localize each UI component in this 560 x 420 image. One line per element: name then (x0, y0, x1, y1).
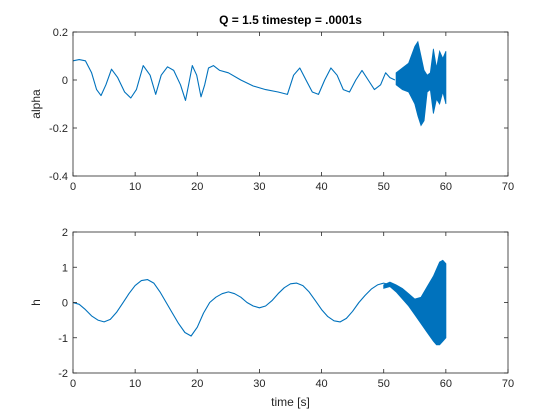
y-tick-label: 1 (62, 262, 68, 274)
y-tick-label: -1 (58, 333, 68, 345)
x-tick-label: 70 (502, 378, 514, 390)
x-tick-label: 60 (440, 181, 452, 193)
x-tick-label: 0 (70, 378, 76, 390)
oscillation-band (395, 40, 447, 127)
y-axis-label: h (29, 299, 43, 306)
y-tick-label: 0 (62, 75, 68, 87)
series-line (73, 279, 409, 337)
x-tick-label: 20 (191, 181, 203, 193)
x-tick-label: 30 (253, 181, 265, 193)
series-line (73, 59, 396, 101)
x-tick-label: 50 (378, 181, 390, 193)
x-tick-label: 10 (129, 378, 141, 390)
plot-area (73, 32, 508, 176)
x-tick-label: 40 (315, 378, 327, 390)
x-tick-label: 50 (378, 378, 390, 390)
alpha-axes: 0 10 20 30 40 50 60 70 -0.4 -0.2 0 0.2 alpha Q = 1.5 … (29, 13, 514, 193)
y-tick-label: 0 (62, 298, 68, 310)
y-tick-label: -0.2 (49, 123, 68, 135)
y-tick-label: -2 (58, 368, 68, 380)
x-tick-label: 40 (315, 181, 327, 193)
x-tick-label: 70 (502, 181, 514, 193)
y-tick-label: 0.2 (53, 27, 68, 39)
x-tick-label: 10 (129, 181, 141, 193)
x-tick-label: 0 (70, 181, 76, 193)
x-axis-label: time [s] (271, 395, 310, 409)
y-tick-label: -0.4 (49, 171, 68, 183)
chart-title: Q = 1.5 timestep = .0001s (219, 13, 362, 27)
y-axis-label: alpha (29, 89, 43, 119)
x-tick-label: 60 (440, 378, 452, 390)
oscillation-band (383, 259, 447, 346)
x-tick-label: 20 (191, 378, 203, 390)
axes-box (72, 31, 509, 177)
x-tick-label: 30 (253, 378, 265, 390)
y-tick-label: 2 (62, 227, 68, 239)
h-axes: 0 10 20 30 40 50 60 70 -2 -1 0 1 2 h time [s] (29, 227, 514, 409)
